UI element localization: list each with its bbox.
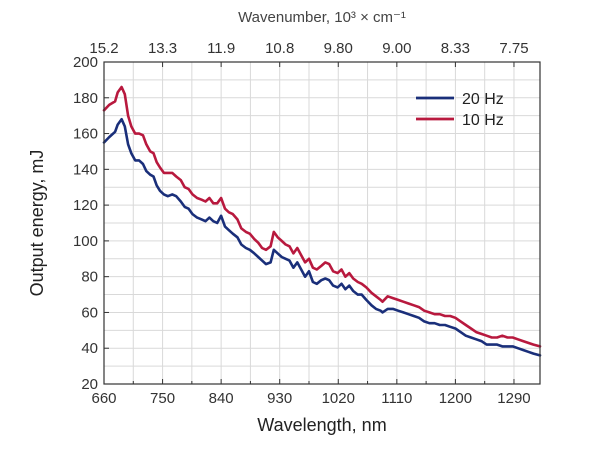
legend-label-1: 20 Hz (462, 91, 504, 108)
grid (104, 62, 540, 384)
x-tick-label: 930 (267, 390, 292, 407)
top-tick-label: 13.3 (148, 40, 177, 57)
series-line-1 (102, 117, 542, 357)
series-layer (102, 85, 542, 357)
y-tick-label: 120 (73, 197, 98, 214)
y-tick-label: 80 (81, 269, 98, 286)
top-tick-label: 10.8 (265, 40, 294, 57)
x-axis-title: Wavelength, nm (257, 415, 386, 435)
y-tick-label: 60 (81, 304, 98, 321)
ticks (103, 61, 515, 385)
y-tick-label: 20 (81, 376, 98, 393)
x-tick-label: 1020 (322, 390, 355, 407)
series-line-2 (102, 85, 542, 348)
x-tick-label: 1200 (439, 390, 472, 407)
y-tick-label: 160 (73, 126, 98, 143)
x-tick-label: 750 (150, 390, 175, 407)
top-tick-label: 9.00 (382, 40, 411, 57)
top-tick-label: 9.80 (324, 40, 353, 57)
legend-label-2: 10 Hz (462, 112, 504, 129)
x-tick-label: 660 (91, 390, 116, 407)
legend: 20 Hz 10 Hz (416, 91, 504, 129)
top-axis-title: Wavenumber, 10³ × cm⁻¹ (238, 9, 406, 26)
top-tick-label: 15.2 (89, 40, 118, 57)
y-tick-label: 200 (73, 54, 98, 71)
y-tick-label: 180 (73, 90, 98, 107)
top-tick-label: 8.33 (441, 40, 470, 57)
y-tick-label: 40 (81, 340, 98, 357)
y-axis-title: Output energy, mJ (27, 150, 47, 297)
top-tick-label: 11.9 (207, 40, 235, 57)
plot-frame (103, 61, 541, 385)
top-tick-label: 7.75 (499, 40, 528, 57)
y-tick-label: 100 (73, 233, 98, 250)
x-tick-label: 1290 (497, 390, 530, 407)
x-tick-label: 1110 (381, 390, 412, 407)
y-tick-label: 140 (73, 161, 98, 178)
x-tick-label: 840 (209, 390, 234, 407)
tick-labels: 660 750 840 930 1020 1110 1200 1290 20 40 60 80 100 1… (73, 40, 531, 407)
